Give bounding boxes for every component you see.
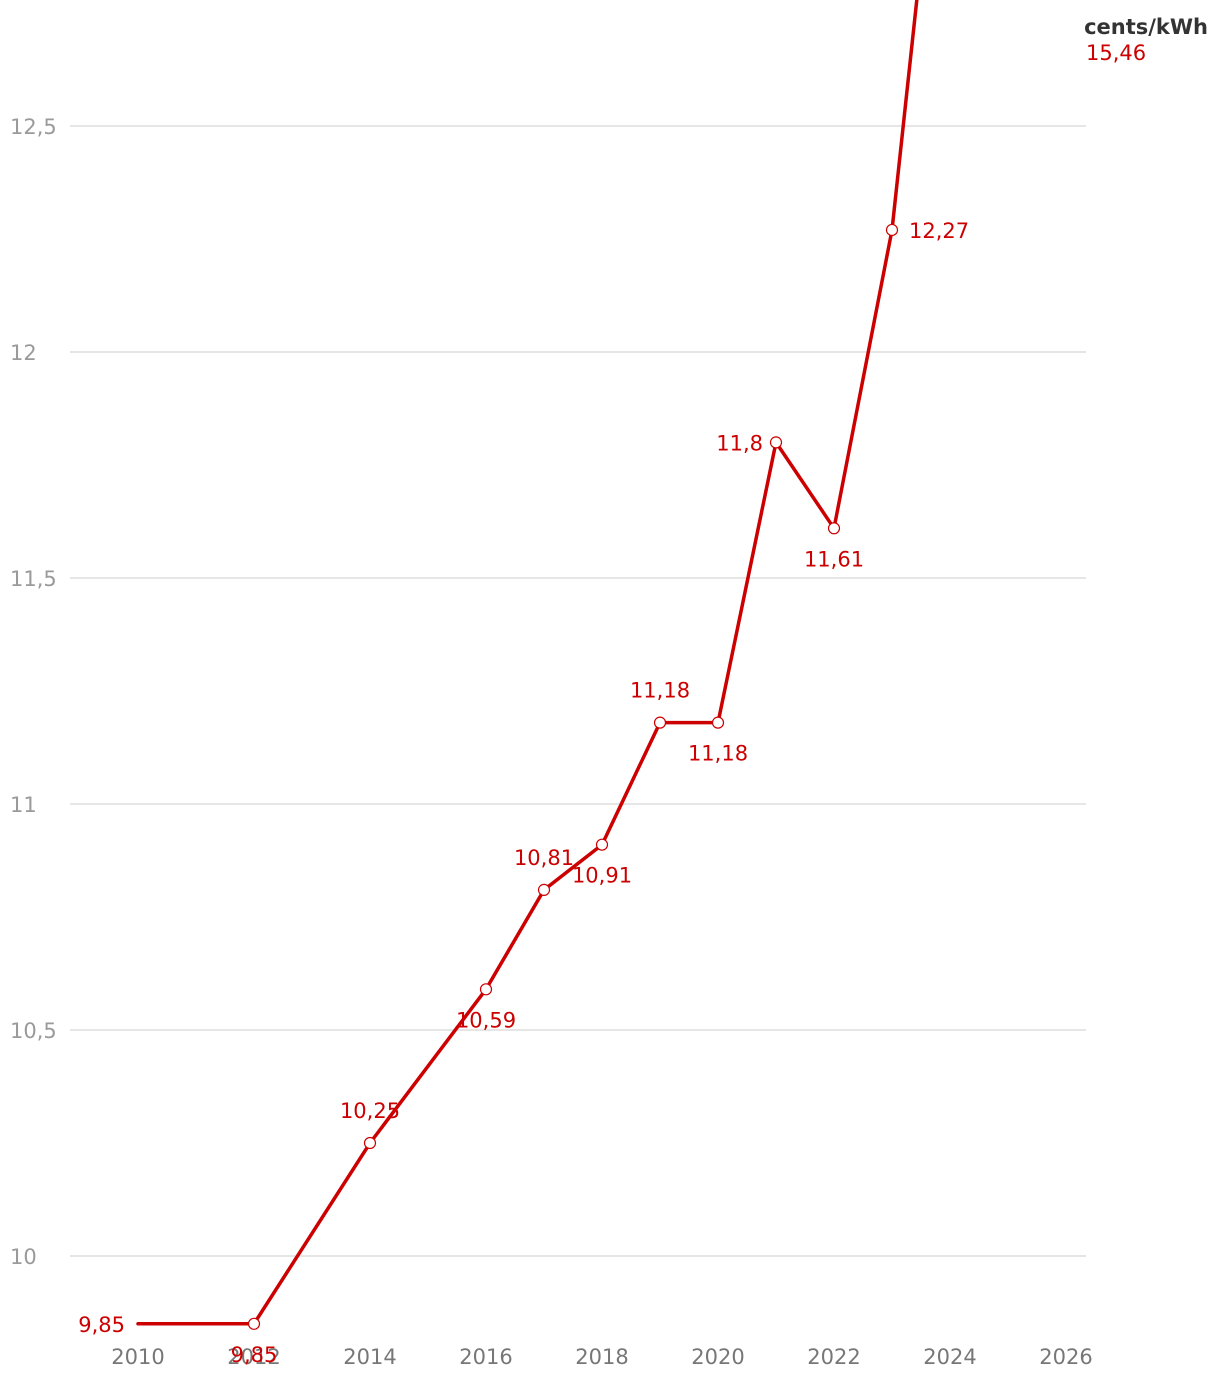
data-point-marker xyxy=(479,983,493,996)
x-tick-label: 2026 xyxy=(1039,1345,1092,1369)
data-point-marker xyxy=(711,716,725,729)
y-tick-label: 10 xyxy=(10,1245,37,1269)
data-label: 9,85 xyxy=(78,1313,125,1337)
data-point-marker xyxy=(827,522,841,535)
y-tick-label: 10,5 xyxy=(10,1019,57,1043)
y-tick-label: 12,5 xyxy=(10,115,57,139)
x-tick-label: 2010 xyxy=(111,1345,164,1369)
data-point-marker xyxy=(537,883,551,896)
x-axis-ticks: 2010 2012 2014 2016 2018 2020 2022 2024 2026 xyxy=(111,1345,1092,1369)
x-tick-label: 2024 xyxy=(923,1345,976,1369)
data-label: 11,18 xyxy=(688,742,748,766)
data-label: 11,18 xyxy=(630,679,690,703)
data-point-marker xyxy=(247,1317,261,1330)
y-tick-label: 12 xyxy=(10,341,37,365)
data-markers xyxy=(247,223,899,1330)
data-point-marker xyxy=(653,716,667,729)
y-tick-label: 11 xyxy=(10,793,37,817)
y-tick-label: 11,5 xyxy=(10,567,57,591)
unit-label: cents/kWh xyxy=(1084,15,1208,39)
gridlines xyxy=(70,125,1086,1257)
data-label: 10,59 xyxy=(456,1008,516,1032)
data-point-marker xyxy=(595,838,609,851)
data-label: 10,25 xyxy=(340,1099,400,1123)
data-point-marker xyxy=(363,1136,377,1150)
price-series-line xyxy=(136,0,919,1326)
data-label: 15,46 xyxy=(1086,41,1146,65)
data-label: 9,85 xyxy=(231,1343,278,1367)
data-point-marker xyxy=(885,223,899,237)
data-label: 10,81 xyxy=(514,846,574,870)
x-tick-label: 2018 xyxy=(575,1345,628,1369)
data-label: 12,27 xyxy=(909,219,969,243)
x-tick-label: 2014 xyxy=(343,1345,396,1369)
x-tick-label: 2012 xyxy=(227,1345,280,1369)
data-point-marker xyxy=(769,436,783,449)
data-label: 10,91 xyxy=(572,864,632,888)
data-label: 11,8 xyxy=(716,431,763,455)
x-tick-label: 2020 xyxy=(691,1345,744,1369)
x-tick-label: 2022 xyxy=(807,1345,860,1369)
x-tick-label: 2016 xyxy=(459,1345,512,1369)
data-label: 11,61 xyxy=(804,547,864,571)
